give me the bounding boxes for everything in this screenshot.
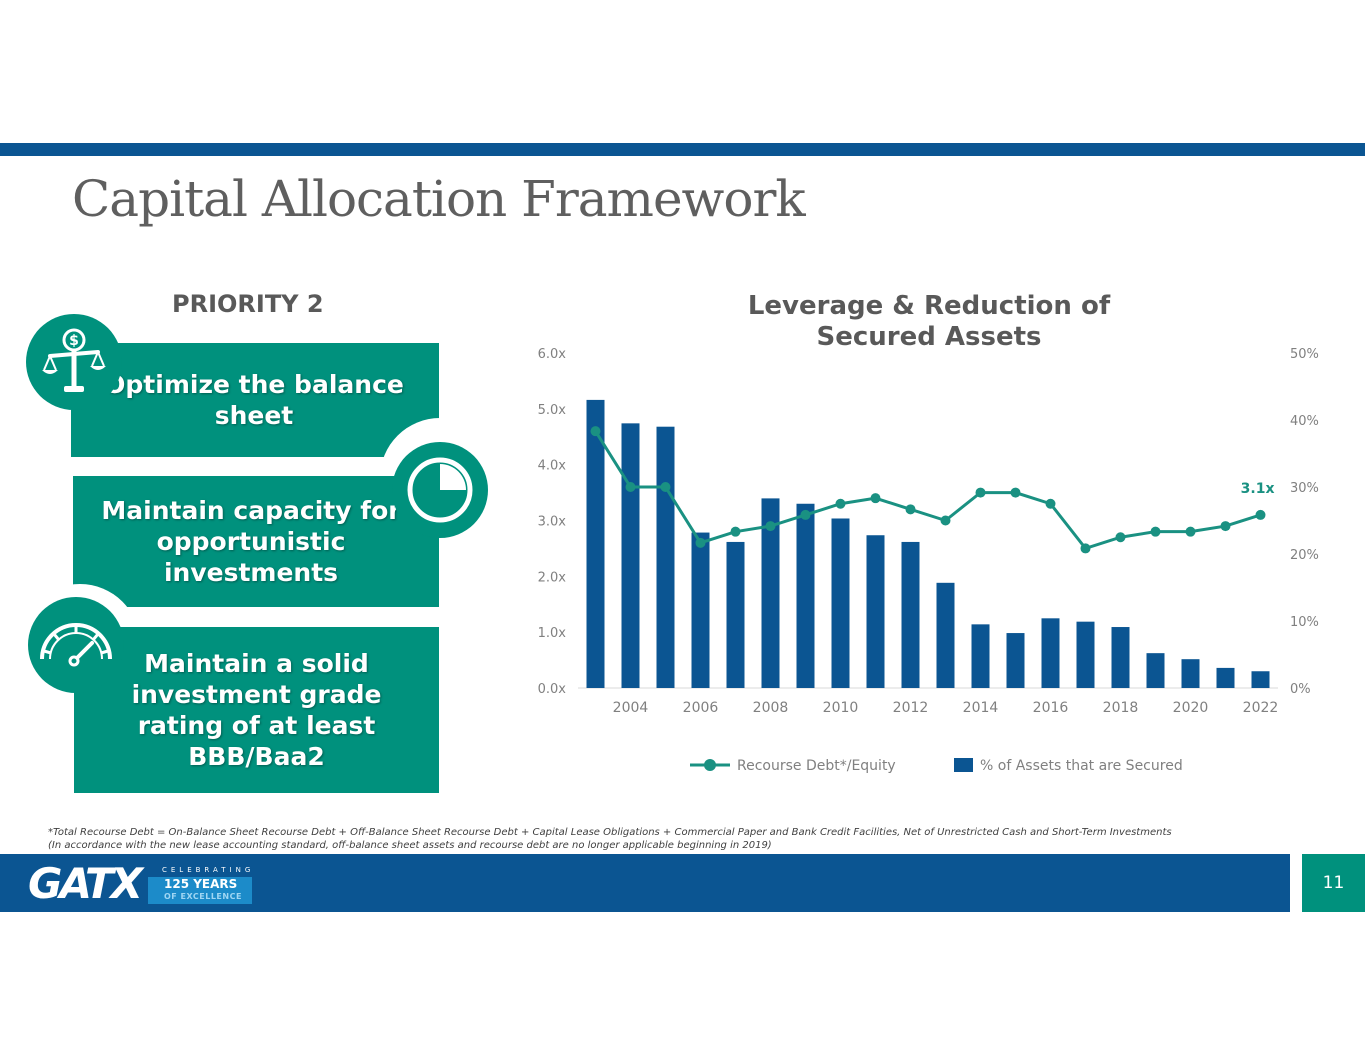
logo-excellence: OF EXCELLENCE bbox=[164, 892, 242, 901]
right-axis-tick: 50% bbox=[1290, 347, 1319, 362]
point-debt-equity-2009 bbox=[800, 509, 811, 520]
scale-dollar-icon: $ bbox=[26, 314, 122, 410]
logo-years: 125 YEARS bbox=[164, 877, 238, 891]
bar-secured-2006 bbox=[691, 532, 710, 688]
logo-celebrating: CELEBRATING bbox=[162, 866, 255, 874]
bar-secured-2005 bbox=[656, 426, 675, 688]
clock-icon bbox=[392, 442, 488, 538]
footnote-lease-standard: (In accordance with the new lease accoun… bbox=[48, 840, 772, 851]
point-debt-equity-2006 bbox=[695, 537, 706, 548]
left-axis-tick: 1.0x bbox=[538, 626, 567, 641]
right-axis-tick: 40% bbox=[1290, 414, 1319, 429]
point-debt-equity-2022 bbox=[1255, 509, 1266, 520]
x-axis-tick: 2010 bbox=[823, 700, 859, 716]
legend-label-debt-equity: Recourse Debt*/Equity bbox=[737, 758, 896, 774]
right-axis-tick: 10% bbox=[1290, 615, 1319, 630]
bar-secured-2004 bbox=[621, 423, 640, 688]
x-axis-tick: 2012 bbox=[893, 700, 929, 716]
point-debt-equity-2016 bbox=[1045, 498, 1056, 509]
legend-label-secured: % of Assets that are Secured bbox=[980, 758, 1183, 774]
left-axis-tick: 4.0x bbox=[538, 459, 567, 474]
bar-secured-2018 bbox=[1111, 627, 1130, 688]
bar-secured-2017 bbox=[1076, 621, 1095, 688]
page-title: Capital Allocation Framework bbox=[72, 170, 806, 228]
point-debt-equity-2010 bbox=[835, 498, 846, 509]
bar-secured-2020 bbox=[1181, 659, 1200, 688]
bar-secured-2022 bbox=[1251, 671, 1270, 688]
legend-line-dot bbox=[704, 759, 716, 771]
right-axis-tick: 20% bbox=[1290, 548, 1319, 563]
priority-label: PRIORITY 2 bbox=[172, 290, 324, 318]
left-axis-tick: 3.0x bbox=[538, 515, 567, 530]
bar-secured-2012 bbox=[901, 541, 920, 688]
chart-title: Leverage & Reduction of Secured Assets bbox=[747, 291, 1111, 353]
page-number: 11 bbox=[1302, 854, 1365, 912]
gatx-logo: GATX bbox=[28, 859, 143, 908]
left-axis-tick: 6.0x bbox=[538, 347, 567, 362]
panel-optimize-balance-sheet: Optimize the balance sheet bbox=[71, 343, 439, 457]
bar-secured-2011 bbox=[866, 535, 885, 688]
point-debt-equity-2015 bbox=[1010, 487, 1021, 498]
point-debt-equity-2019 bbox=[1150, 526, 1161, 537]
anniversary-badge bbox=[148, 877, 252, 904]
point-debt-equity-2018 bbox=[1115, 532, 1126, 543]
left-axis-tick: 2.0x bbox=[538, 570, 567, 585]
panel-text: Maintain a solid investment grade rating… bbox=[131, 648, 382, 772]
bar-secured-2003 bbox=[586, 399, 605, 688]
legend-bar-swatch bbox=[954, 758, 973, 772]
left-axis-tick: 0.0x bbox=[538, 682, 567, 697]
x-axis-tick: 2004 bbox=[613, 700, 649, 716]
bar-secured-2015 bbox=[1006, 633, 1025, 688]
point-debt-equity-2011 bbox=[870, 493, 881, 504]
bar-secured-2010 bbox=[831, 518, 850, 688]
panel-text: Optimize the balance sheet bbox=[104, 369, 404, 430]
point-debt-equity-2014 bbox=[975, 487, 986, 498]
bar-secured-2007 bbox=[726, 541, 745, 688]
annotation-latest-value: 3.1x bbox=[1241, 481, 1275, 497]
top-accent-bar bbox=[0, 143, 1365, 156]
bar-secured-2008 bbox=[761, 498, 780, 688]
panel-text: Maintain capacity for opportunistic inve… bbox=[101, 495, 401, 588]
point-debt-equity-2012 bbox=[905, 504, 916, 515]
speedometer-icon bbox=[28, 597, 124, 693]
point-debt-equity-2008 bbox=[765, 521, 776, 532]
leverage-chart: 0.0x 1.0x 2.0x 3.0x 4.0x 5.0x 6.0x 0% 10% 20% 30% 4… bbox=[538, 347, 1319, 774]
bar-secured-2014 bbox=[971, 624, 990, 688]
bar-secured-2021 bbox=[1216, 667, 1235, 688]
line-recourse-debt-equity bbox=[594, 430, 1261, 551]
point-debt-equity-2007 bbox=[730, 526, 741, 537]
x-axis-tick: 2008 bbox=[753, 700, 789, 716]
x-axis-tick: 2006 bbox=[683, 700, 719, 716]
svg-text:$: $ bbox=[69, 333, 79, 349]
right-axis-tick: 0% bbox=[1290, 682, 1311, 697]
x-axis-tick: 2020 bbox=[1173, 700, 1209, 716]
point-debt-equity-2021 bbox=[1220, 521, 1231, 532]
left-axis-tick: 5.0x bbox=[538, 403, 567, 418]
point-debt-equity-2005 bbox=[660, 482, 671, 492]
bar-secured-2013 bbox=[936, 582, 955, 688]
panel-maintain-capacity: Maintain capacity for opportunistic inve… bbox=[73, 476, 439, 607]
panel-investment-grade-rating: Maintain a solid investment grade rating… bbox=[74, 627, 439, 793]
point-debt-equity-2017 bbox=[1080, 543, 1091, 554]
x-axis-tick: 2018 bbox=[1103, 700, 1139, 716]
footnote-recourse-debt: *Total Recourse Debt = On-Balance Sheet … bbox=[48, 827, 1172, 838]
point-debt-equity-2013 bbox=[940, 515, 951, 526]
bar-secured-2016 bbox=[1041, 618, 1060, 688]
bar-secured-2019 bbox=[1146, 653, 1165, 688]
right-axis-tick: 30% bbox=[1290, 481, 1319, 496]
point-debt-equity-2020 bbox=[1185, 526, 1196, 537]
x-axis-tick: 2016 bbox=[1033, 700, 1069, 716]
x-axis-tick: 2014 bbox=[963, 700, 999, 716]
x-axis-tick: 2022 bbox=[1243, 700, 1279, 716]
point-debt-equity-2003 bbox=[590, 426, 601, 437]
point-debt-equity-2004 bbox=[625, 482, 636, 492]
bar-secured-2009 bbox=[796, 503, 815, 688]
